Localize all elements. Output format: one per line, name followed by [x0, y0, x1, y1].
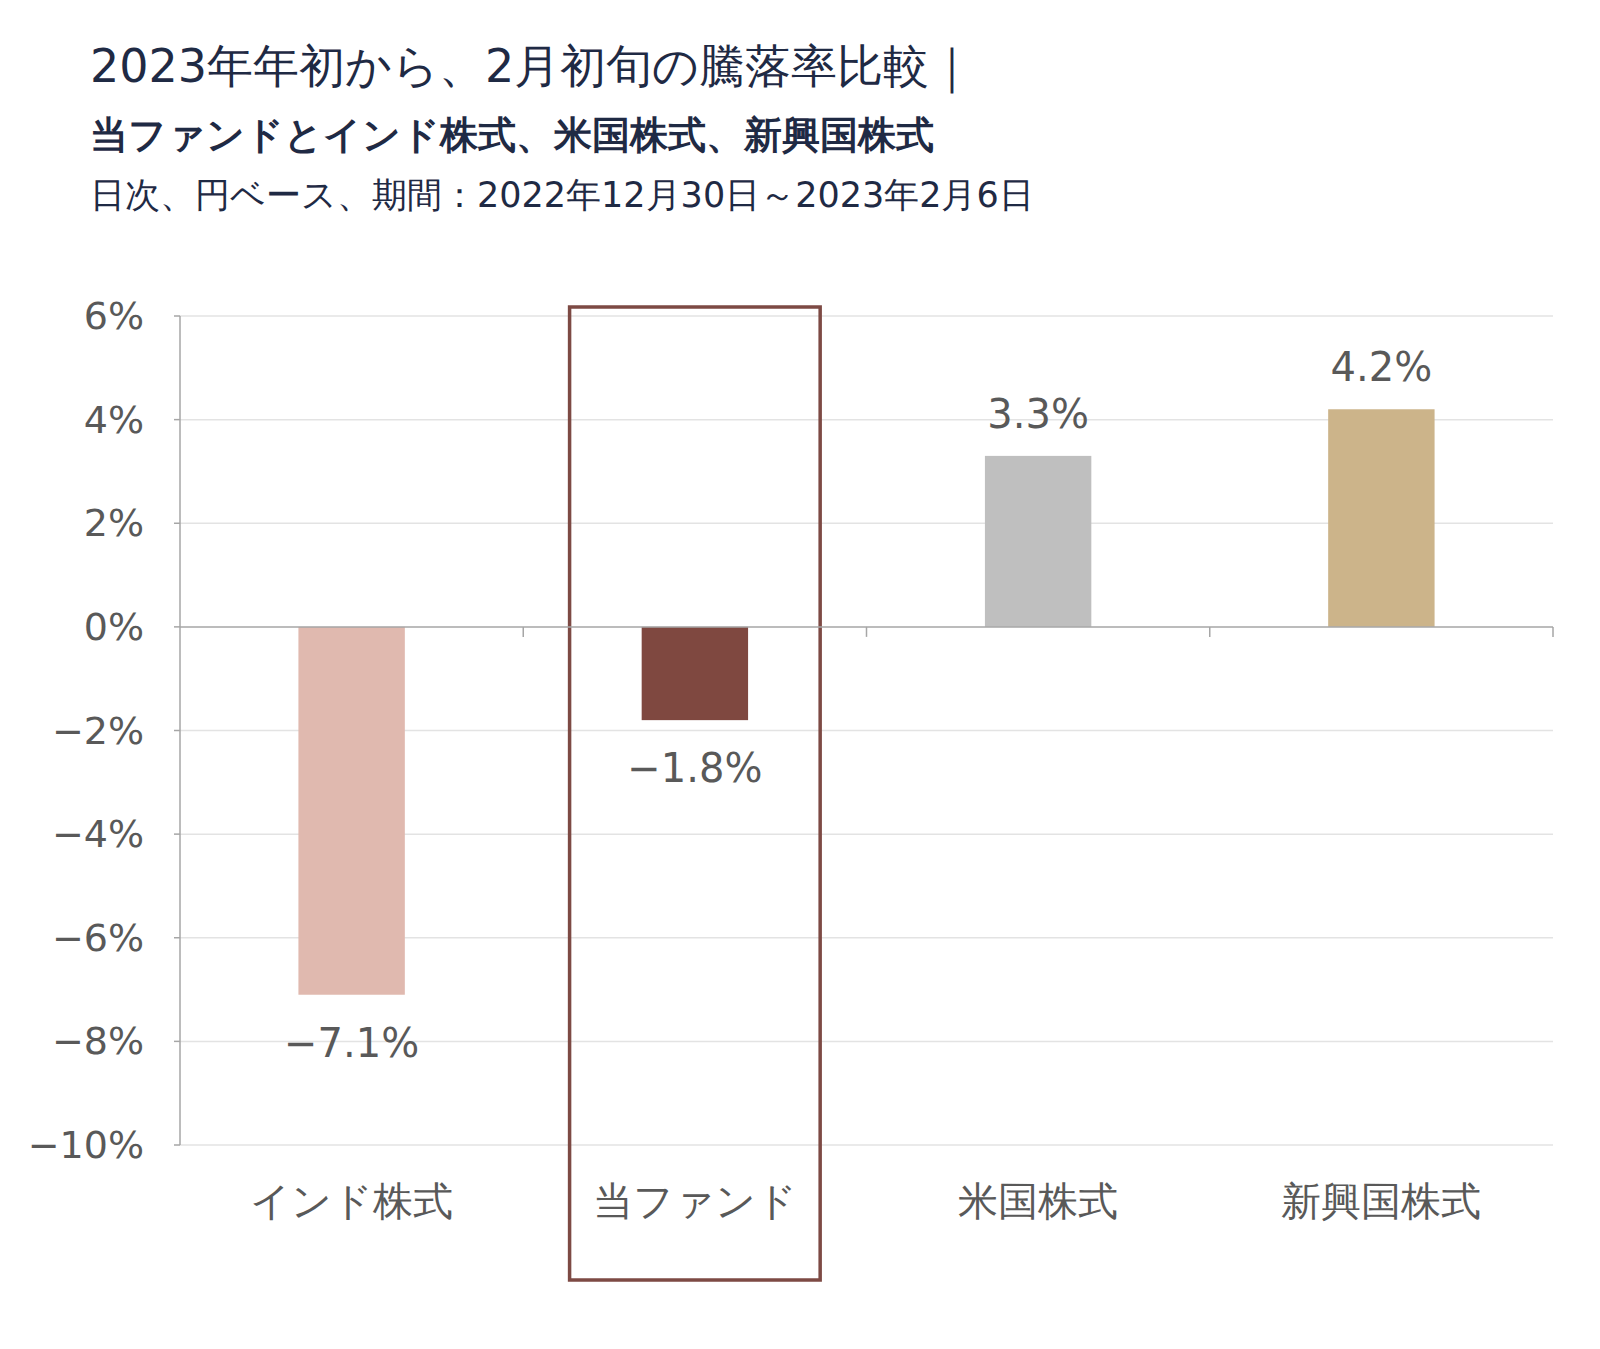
y-tick-label: −10%: [28, 1123, 144, 1167]
data-label: 4.2%: [1331, 344, 1433, 390]
bar: [1328, 409, 1434, 627]
y-tick-label: 0%: [84, 605, 144, 649]
bars: [298, 409, 1434, 994]
y-tick: [174, 626, 180, 628]
data-label: −7.1%: [284, 1020, 419, 1066]
bar: [985, 456, 1091, 627]
y-axis: −10% −8% −6% −4% −2% 0% 2% 4% 6%: [28, 294, 180, 1167]
bar: [642, 627, 748, 720]
data-labels: −7.1% −1.8% 3.3% 4.2%: [284, 344, 1432, 1065]
data-label: 3.3%: [987, 391, 1089, 437]
y-tick-label: −2%: [52, 709, 144, 753]
grid: [180, 316, 1553, 1145]
y-tick: [174, 1041, 180, 1043]
x-tick: [523, 627, 525, 637]
chart: 2023年年初から、2月初旬の騰落率比較｜ 当ファンドとインド株式、米国株式、新興…: [0, 0, 1600, 1349]
x-tick: [866, 627, 868, 637]
grid-line: [180, 1144, 1553, 1146]
y-tick-label: 2%: [84, 501, 144, 545]
x-axis: インド株式 当ファンド 米国株式 新興国株式: [180, 627, 1553, 1224]
y-tick: [174, 523, 180, 525]
y-tick: [174, 833, 180, 835]
y-tick: [174, 419, 180, 421]
subtitle: 日次、円ベース、期間：2022年12月30日～2023年2月6日: [90, 175, 1034, 215]
y-tick: [174, 937, 180, 939]
y-tick: [174, 1144, 180, 1146]
y-tick-label: −6%: [52, 916, 144, 960]
x-tick: [1209, 627, 1211, 637]
highlight-frame: [570, 307, 821, 1280]
y-tick-label: −8%: [52, 1019, 144, 1063]
y-axis-line: [179, 316, 181, 1145]
y-tick-label: 6%: [84, 294, 144, 338]
subtitle: 当ファンドとインド株式、米国株式、新興国株式: [90, 113, 934, 157]
x-tick: [1552, 627, 1554, 637]
y-tick-label: 4%: [84, 398, 144, 442]
x-tick-label: 米国株式: [958, 1178, 1118, 1224]
grid-line: [180, 315, 1553, 317]
x-tick-label: 新興国株式: [1281, 1178, 1481, 1224]
y-tick-label: −4%: [52, 812, 144, 856]
bar: [298, 627, 404, 995]
x-tick-label: 当ファンド: [593, 1178, 797, 1224]
data-label: −1.8%: [627, 745, 762, 791]
y-tick: [174, 315, 180, 317]
y-tick: [174, 730, 180, 732]
x-tick-label: インド株式: [250, 1178, 453, 1224]
title: 2023年年初から、2月初旬の騰落率比較｜: [90, 39, 974, 94]
